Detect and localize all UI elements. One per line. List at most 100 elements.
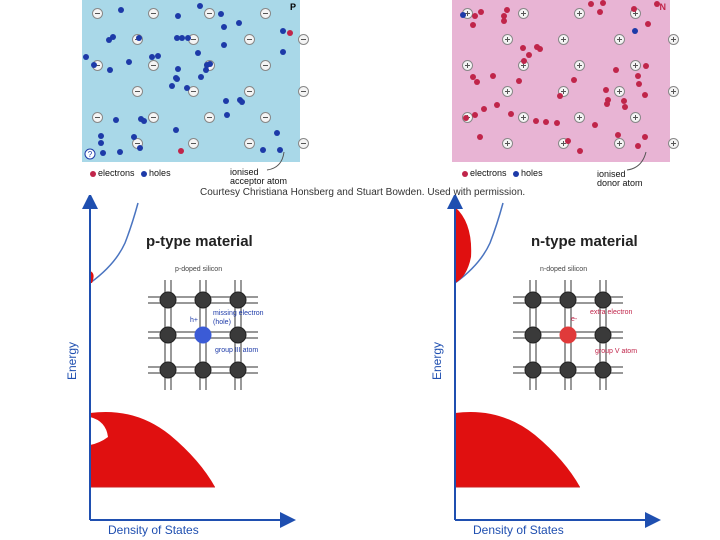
p-corner-label: P [289,2,296,12]
hole-particle [98,133,104,139]
electron-particle [588,1,594,7]
hole-particle [137,145,143,151]
electron-particle [501,18,507,24]
p-carrier-symbol: h+ [190,317,198,324]
hole-particle [173,127,179,133]
electron-particle [621,98,627,104]
hole-particle [198,74,204,80]
help-icon: ? [84,148,96,160]
electron-particle [470,22,476,28]
help-badge: ? [88,150,93,159]
hole-particle [185,35,191,41]
n-legend-electrons: electrons [470,168,507,178]
electron-particle [520,45,526,51]
ionised-acceptor-atom [188,86,199,97]
ionised-donor-atom [630,60,641,71]
hole-particle [236,20,242,26]
hole-particle [179,35,185,41]
p-lattice-title: p-doped silicon [175,266,222,273]
n-valence-band [455,411,580,487]
p-callout-missing: missing electron [213,310,264,317]
n-type-carrier-panel: N [452,0,679,171]
electron-particle [615,132,621,138]
electron-particle [287,30,293,36]
n-callout-group5: group V atom [595,348,637,355]
ionised-acceptor-atom [298,86,309,97]
silicon-atom [524,361,542,379]
electron-particle [592,122,598,128]
n-title: n-type material [531,233,638,250]
ionised-donor-atom [668,138,679,149]
n-type-dos-diagram: Energy Density of States n-type material… [430,195,661,537]
group-iii-atom [194,326,212,344]
electron-dot-icon [462,170,468,177]
p-type-dos-diagram: Energy Density of States p-type material… [65,195,296,537]
hole-particle [207,61,213,67]
ionised-donor-atom [574,112,585,123]
n-x-axis-label: Density of States [473,523,564,537]
ionised-donor-atom [558,34,569,45]
n-legend-holes: holes [521,168,543,178]
n-ion-label: ionised donor atom [597,170,643,188]
electron-particle [605,97,611,103]
silicon-atom [229,326,247,344]
ionised-donor-atom [574,60,585,71]
ionised-donor-atom [614,138,625,149]
electron-particle [636,81,642,87]
hole-particle [197,3,203,9]
electron-particle [597,9,603,15]
electron-particle [178,148,184,154]
ionised-acceptor-atom [148,60,159,71]
p-legend: electrons holes [90,168,171,178]
courtesy-credit: Courtesy Christiana Honsberg and Stuart … [200,187,526,198]
hole-particle [169,83,175,89]
silicon-atom [524,326,542,344]
ionised-acceptor-atom [204,8,215,19]
n-conduction-band-edge [454,202,504,284]
hole-particle [237,97,243,103]
hole-particle [280,28,286,34]
ionised-donor-atom [668,34,679,45]
hole-particle [218,11,224,17]
silicon-atom [594,326,612,344]
ionised-acceptor-atom [298,34,309,45]
electron-particle [533,118,539,124]
electron-particle [470,74,476,80]
p-ion-label: ionised acceptor atom [230,168,287,186]
electron-particle [521,58,527,64]
hole-particle [155,53,161,59]
hole-particle [224,112,230,118]
hole-particle [113,117,119,123]
electron-dot-icon [90,170,96,177]
ionised-acceptor-atom [260,60,271,71]
electron-particle [526,52,532,58]
electron-particle [478,9,484,15]
electron-particle [603,87,609,93]
hole-particle [126,59,132,65]
hole-particle [136,35,142,41]
hole-particle [280,49,286,55]
n-corner-label: N [659,2,667,12]
ionised-acceptor-atom [148,112,159,123]
silicon-atom [559,361,577,379]
p-ion-label-2: acceptor atom [230,176,288,186]
ionised-donor-atom [614,34,625,45]
ionised-donor-atom [614,86,625,97]
electron-particle [508,111,514,117]
hole-particle [131,134,137,140]
hole-dot-icon [141,170,148,177]
ionised-acceptor-atom [244,138,255,149]
hole-particle [460,12,466,18]
hole-particle [223,98,229,104]
ionised-donor-atom [630,112,641,123]
electron-particle [472,112,478,118]
silicon-atom [159,291,177,309]
electron-particle [490,73,496,79]
electron-particle [463,115,469,121]
p-callout-group3: group III atom [215,347,258,354]
p-valence-band [90,411,215,487]
electron-particle [477,134,483,140]
hole-particle [221,42,227,48]
hole-particle [91,62,97,68]
ionised-acceptor-atom [132,86,143,97]
